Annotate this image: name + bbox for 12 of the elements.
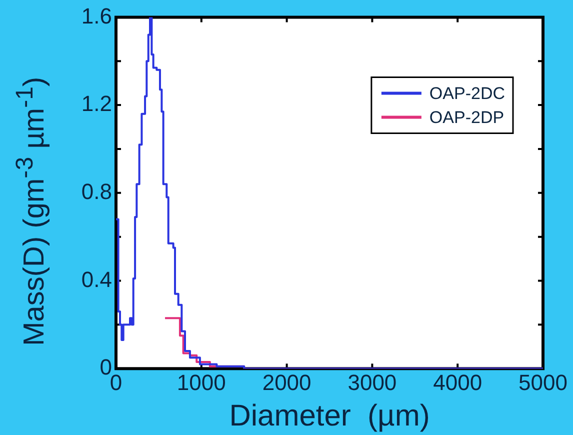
x-tick-label: 3000 — [348, 370, 397, 395]
x-tick-label: 5000 — [518, 370, 568, 395]
x-tick-label: 4000 — [433, 370, 482, 395]
y-tick-label: 0.4 — [81, 266, 112, 292]
y-tick-label: 1.6 — [81, 3, 112, 28]
y-tick-label: 1.2 — [81, 91, 112, 116]
legend-label: OAP-2DP — [429, 108, 504, 127]
x-tick-label: 2000 — [262, 370, 312, 395]
y-tick-label: 0.8 — [81, 178, 112, 204]
x-axis-title: Diameter (µm) — [229, 399, 430, 432]
legend-label: OAP-2DC — [429, 84, 506, 103]
x-tick-label: 1000 — [176, 370, 226, 395]
